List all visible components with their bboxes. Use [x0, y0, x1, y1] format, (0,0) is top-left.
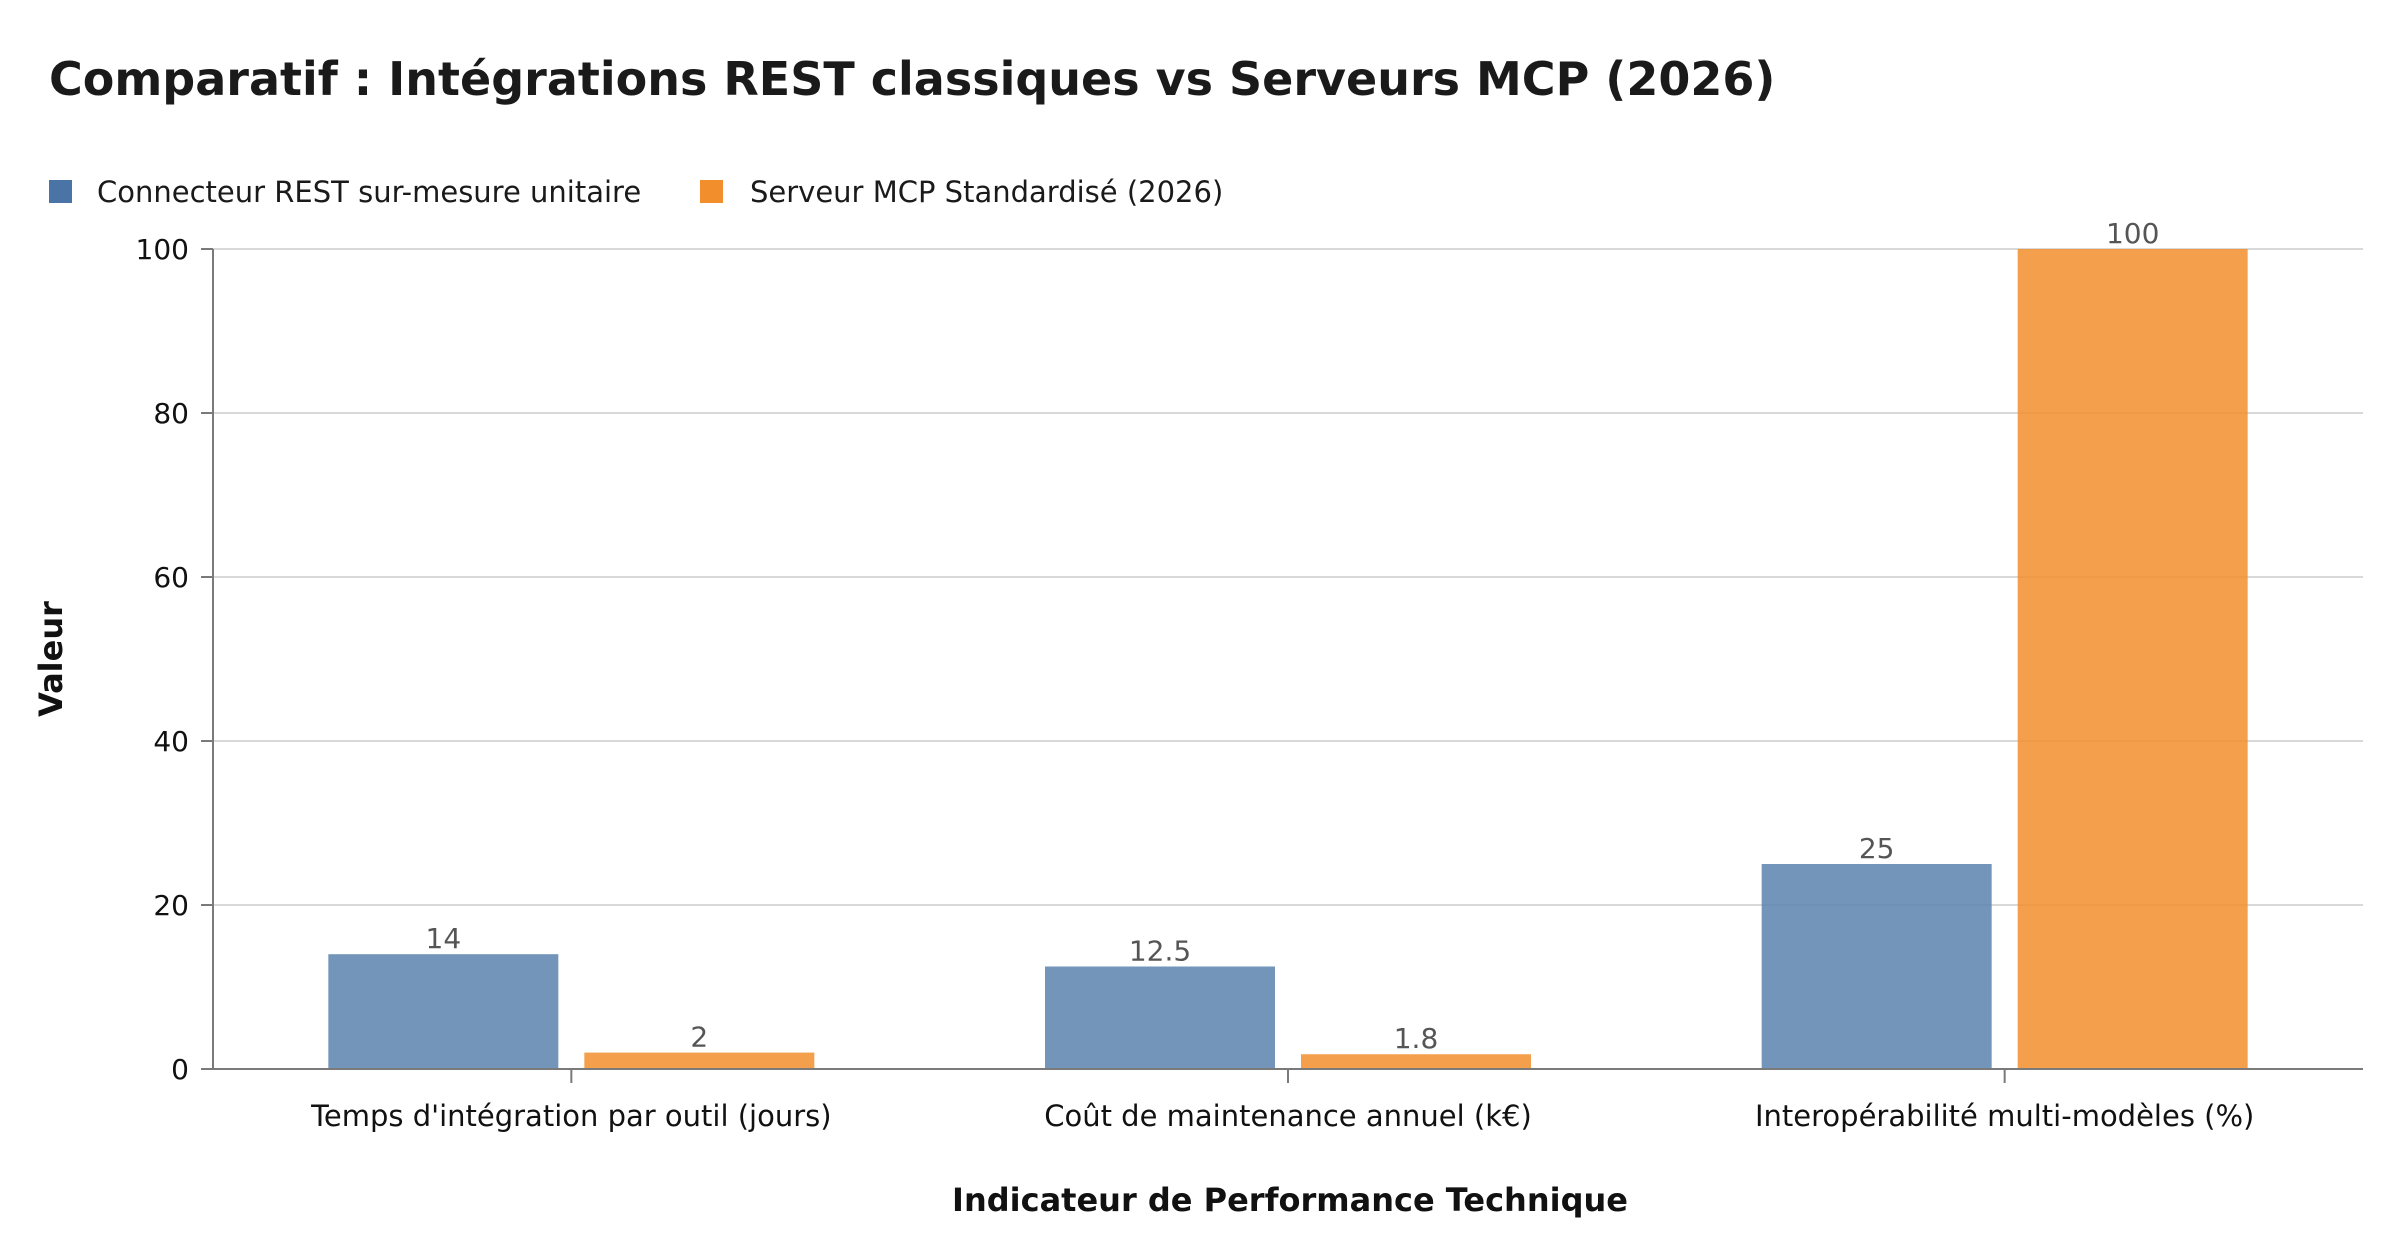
x-tick-label: Interopérabilité multi-modèles (%): [1755, 1099, 2254, 1133]
legend-label-rest: Connecteur REST sur-mesure unitaire: [97, 175, 641, 209]
chart-title: Comparatif : Intégrations REST classique…: [49, 52, 1775, 106]
y-axis-title: Valeur: [32, 601, 70, 717]
bar-mcp: [2017, 249, 2248, 1069]
x-axis-title: Indicateur de Performance Technique: [952, 1181, 1628, 1219]
y-tick-label: 100: [136, 233, 189, 266]
bar-rest: [1761, 864, 1992, 1069]
bar-value-label: 14: [426, 922, 462, 955]
bars: [328, 249, 2248, 1069]
legend: Connecteur REST sur-mesure unitaire Serv…: [49, 175, 1223, 209]
y-tick-label: 40: [153, 725, 189, 758]
legend-swatch-mcp: [700, 180, 723, 203]
bar-value-label: 25: [1859, 832, 1895, 865]
bar-mcp: [584, 1052, 815, 1069]
bar-value-label: 100: [2106, 217, 2159, 250]
x-axis-ticks: Temps d'intégration par outil (jours) Coû…: [310, 1069, 2254, 1133]
y-tick-label: 20: [153, 889, 189, 922]
bar-mcp: [1301, 1054, 1531, 1069]
x-tick-label: Temps d'intégration par outil (jours): [310, 1099, 832, 1133]
bar-value-label: 2: [690, 1021, 708, 1054]
x-tick-label: Coût de maintenance annuel (k€): [1044, 1099, 1532, 1133]
y-tick-label: 80: [153, 397, 189, 430]
y-tick-label: 0: [171, 1053, 189, 1086]
legend-swatch-rest: [49, 180, 72, 203]
y-axis-ticks: 0 20 40 60 80 100: [136, 233, 213, 1086]
bar-labels: 14 2 12.5 1.8 25 100: [426, 217, 2160, 1055]
y-tick-label: 60: [153, 561, 189, 594]
bar-rest: [1045, 966, 1275, 1069]
bar-value-label: 12.5: [1129, 935, 1191, 968]
bar-rest: [328, 954, 559, 1069]
grid: [213, 248, 2363, 906]
bar-value-label: 1.8: [1394, 1022, 1439, 1055]
legend-label-mcp: Serveur MCP Standardisé (2026): [750, 175, 1223, 209]
